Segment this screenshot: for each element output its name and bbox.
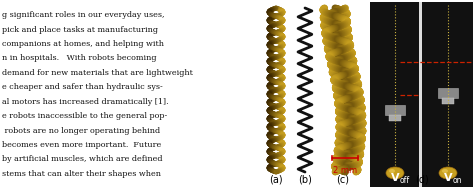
Text: on: on (453, 176, 463, 185)
Text: 2 mm: 2 mm (333, 166, 357, 175)
Text: (b): (b) (298, 175, 312, 185)
Text: $\mathbf{V}$: $\mathbf{V}$ (443, 171, 453, 183)
Bar (370, 2, 419, 187)
Text: e robots inaccessible to the general pop-: e robots inaccessible to the general pop… (2, 112, 167, 120)
Ellipse shape (442, 169, 448, 173)
Bar (389, 115, 401, 121)
Text: al motors has increased dramatically [1].: al motors has increased dramatically [1]… (2, 98, 169, 106)
Text: demand for new materials that are lightweight: demand for new materials that are lightw… (2, 69, 193, 77)
Text: e cheaper and safer than hydraulic sys-: e cheaper and safer than hydraulic sys- (2, 83, 163, 91)
Text: n in hospitals.   With robots becoming: n in hospitals. With robots becoming (2, 54, 156, 62)
Text: robots are no longer operating behind: robots are no longer operating behind (2, 127, 160, 135)
Text: (a): (a) (269, 175, 283, 185)
Ellipse shape (389, 169, 395, 173)
Bar (419, 2, 422, 187)
Ellipse shape (386, 167, 404, 179)
Text: companions at homes, and helping with: companions at homes, and helping with (2, 40, 164, 48)
Text: (d): (d) (415, 175, 429, 185)
Bar (385, 105, 405, 115)
Text: $\mathbf{V}$: $\mathbf{V}$ (390, 171, 400, 183)
Bar (421, 2, 473, 187)
Text: (c): (c) (337, 175, 349, 185)
Ellipse shape (439, 167, 457, 179)
Text: stems that can alter their shapes when: stems that can alter their shapes when (2, 170, 161, 178)
Text: g significant roles in our everyday uses,: g significant roles in our everyday uses… (2, 11, 164, 19)
Text: by artificial muscles, which are defined: by artificial muscles, which are defined (2, 155, 163, 163)
Text: off: off (400, 176, 410, 185)
Bar (442, 98, 454, 104)
Text: pick and place tasks at manufacturing: pick and place tasks at manufacturing (2, 26, 158, 34)
Bar (438, 88, 458, 98)
Text: becomes even more important.  Future: becomes even more important. Future (2, 141, 161, 149)
